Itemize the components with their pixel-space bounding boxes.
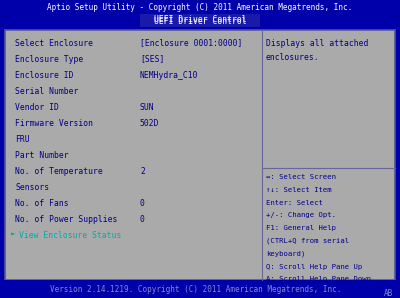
- Text: Enclosure Type: Enclosure Type: [15, 55, 83, 63]
- Text: 2: 2: [140, 167, 145, 176]
- Text: 502D: 502D: [140, 119, 160, 128]
- Text: Firmware Version: Firmware Version: [15, 119, 93, 128]
- Text: SUN: SUN: [140, 103, 155, 111]
- Text: ⇔: Select Screen: ⇔: Select Screen: [266, 174, 336, 180]
- Bar: [140, 14, 260, 27]
- Text: keyboard): keyboard): [266, 251, 305, 257]
- Text: 0: 0: [140, 215, 145, 224]
- Text: No. of Temperature: No. of Temperature: [15, 167, 103, 176]
- Text: [SES]: [SES]: [140, 55, 164, 63]
- Text: 0: 0: [140, 198, 145, 207]
- Text: Serial Number: Serial Number: [15, 86, 78, 95]
- Text: Part Number: Part Number: [15, 150, 69, 159]
- Text: Aptio Setup Utility - Copyright (C) 2011 American Megatrends, Inc.: Aptio Setup Utility - Copyright (C) 2011…: [47, 4, 353, 13]
- Text: A: Scroll Help Pane Down: A: Scroll Help Pane Down: [266, 277, 371, 283]
- Text: UEFI Driver Control: UEFI Driver Control: [154, 15, 246, 24]
- Text: [Enclosure 0001:0000]: [Enclosure 0001:0000]: [140, 38, 242, 47]
- Text: Enclosure ID: Enclosure ID: [15, 71, 74, 80]
- Bar: [5, 30, 395, 280]
- Text: +/-: Change Opt.: +/-: Change Opt.: [266, 212, 336, 218]
- Text: NEMHydra_C10: NEMHydra_C10: [140, 71, 198, 80]
- Text: ↑↓: Select Item: ↑↓: Select Item: [266, 187, 332, 193]
- Bar: [0, 280, 400, 298]
- Text: View Enclosure Status: View Enclosure Status: [19, 230, 121, 240]
- Text: AB: AB: [384, 289, 393, 298]
- Text: Enter: Select: Enter: Select: [266, 200, 323, 206]
- Text: Version 2.14.1219. Copyright (C) 2011 American Megatrends, Inc.: Version 2.14.1219. Copyright (C) 2011 Am…: [50, 285, 342, 294]
- Text: UEFI Driver Control: UEFI Driver Control: [154, 16, 246, 26]
- Text: Sensors: Sensors: [15, 182, 49, 192]
- Text: (CTRL+Q from serial: (CTRL+Q from serial: [266, 238, 349, 244]
- Text: FRU: FRU: [15, 134, 30, 144]
- Text: F1: General Help: F1: General Help: [266, 225, 336, 231]
- Text: Select Enclosure: Select Enclosure: [15, 38, 93, 47]
- Text: enclosures.: enclosures.: [266, 52, 320, 61]
- Text: Q: Scroll Help Pane Up: Q: Scroll Help Pane Up: [266, 264, 362, 270]
- Text: No. of Fans: No. of Fans: [15, 198, 69, 207]
- Text: Displays all attached: Displays all attached: [266, 38, 368, 47]
- Text: No. of Power Supplies: No. of Power Supplies: [15, 215, 117, 224]
- Text: ►: ►: [11, 230, 16, 239]
- Text: Vendor ID: Vendor ID: [15, 103, 59, 111]
- Text: ESC: Exit: ESC: Exit: [266, 289, 305, 295]
